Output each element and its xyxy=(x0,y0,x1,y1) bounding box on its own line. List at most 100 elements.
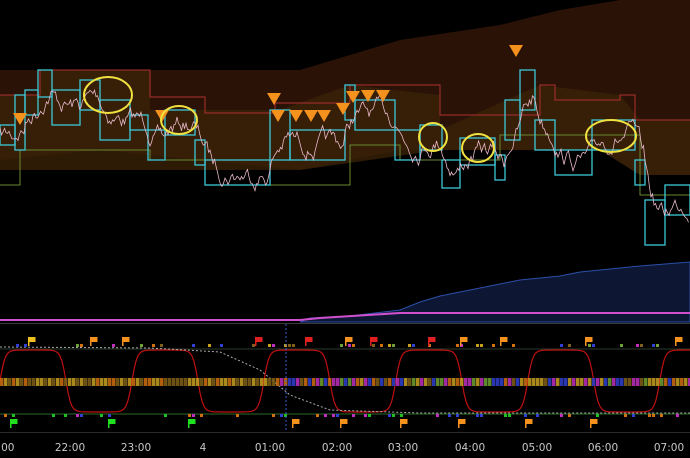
flag xyxy=(591,419,598,424)
flag xyxy=(526,419,533,424)
histogram-bar xyxy=(216,378,220,386)
flag xyxy=(306,337,313,342)
histogram-bar xyxy=(428,378,432,386)
histogram-bar xyxy=(432,378,436,386)
histogram-bar xyxy=(492,378,496,386)
range-box xyxy=(664,184,690,216)
time-label: :00 xyxy=(0,442,14,454)
flag xyxy=(429,337,436,342)
band-edge xyxy=(0,69,690,121)
histogram-bar xyxy=(0,378,4,386)
signal-marker xyxy=(289,110,303,122)
dot xyxy=(408,344,411,347)
dot xyxy=(200,414,203,417)
dot xyxy=(152,344,155,347)
histogram-bar xyxy=(444,378,448,386)
histogram-bar xyxy=(332,378,336,386)
histogram-bar xyxy=(468,378,472,386)
histogram-bar xyxy=(508,378,512,386)
histogram-bar xyxy=(200,378,204,386)
histogram-bar xyxy=(196,378,200,386)
dot xyxy=(24,344,27,347)
dot xyxy=(208,344,211,347)
histogram-bar xyxy=(360,378,364,386)
histogram-bar xyxy=(664,378,668,386)
histogram-bar xyxy=(464,378,468,386)
histogram-bar xyxy=(136,378,140,386)
dot xyxy=(324,414,327,417)
flag-pole xyxy=(400,419,402,428)
histogram-bar xyxy=(620,378,624,386)
dot xyxy=(568,414,571,417)
dot xyxy=(188,414,191,417)
histogram-bar xyxy=(156,378,160,386)
histogram-bar xyxy=(396,378,400,386)
dot xyxy=(632,414,635,417)
histogram-bar xyxy=(52,378,56,386)
histogram-bar xyxy=(480,378,484,386)
highlight-circle xyxy=(83,76,133,114)
dot xyxy=(352,344,355,347)
time-label: 01:00 xyxy=(255,442,285,454)
time-label: 05:00 xyxy=(522,442,552,454)
histogram-bar xyxy=(76,378,80,386)
dot xyxy=(272,414,275,417)
dot xyxy=(316,414,319,417)
histogram-bar xyxy=(668,378,672,386)
indicator-pane xyxy=(0,337,690,428)
histogram-bar xyxy=(32,378,36,386)
histogram-bar xyxy=(512,378,516,386)
histogram-bar xyxy=(172,378,176,386)
dot xyxy=(100,414,103,417)
dot xyxy=(656,344,659,347)
histogram-bar xyxy=(408,378,412,386)
histogram-bar xyxy=(648,378,652,386)
dot xyxy=(52,414,55,417)
dot xyxy=(624,414,627,417)
dot xyxy=(380,344,383,347)
highlight-circle xyxy=(585,119,637,153)
histogram-bar xyxy=(340,378,344,386)
histogram-bar xyxy=(296,378,300,386)
dot xyxy=(12,414,15,417)
histogram-bar xyxy=(560,378,564,386)
signal-marker xyxy=(271,110,285,122)
histogram-bar xyxy=(36,378,40,386)
range-box xyxy=(519,69,536,111)
histogram-bar xyxy=(424,378,428,386)
time-label: 03:00 xyxy=(388,442,418,454)
histogram-bar xyxy=(536,378,540,386)
dot xyxy=(480,344,483,347)
range-box xyxy=(194,139,206,166)
histogram-bar xyxy=(248,378,252,386)
histogram-bar xyxy=(88,378,92,386)
histogram-bar xyxy=(352,378,356,386)
histogram-bar xyxy=(540,378,544,386)
flag-pole xyxy=(90,337,92,346)
time-label: 02:00 xyxy=(322,442,352,454)
dot xyxy=(412,344,415,347)
flag-pole xyxy=(428,337,430,346)
histogram-bar xyxy=(244,378,248,386)
histogram-bar xyxy=(448,378,452,386)
flag-pole xyxy=(345,337,347,346)
range-box xyxy=(24,89,39,116)
dot xyxy=(560,344,563,347)
histogram-bar xyxy=(328,378,332,386)
histogram-bar xyxy=(212,378,216,386)
flag xyxy=(189,419,196,424)
dot xyxy=(476,344,479,347)
flag-pole xyxy=(460,337,462,346)
histogram-bar xyxy=(660,378,664,386)
signal-marker xyxy=(317,110,331,122)
flag-pole xyxy=(585,337,587,346)
histogram-bar xyxy=(356,378,360,386)
price-pane xyxy=(0,0,690,323)
dot xyxy=(568,344,571,347)
histogram-bar xyxy=(320,378,324,386)
dot xyxy=(348,344,351,347)
histogram-bar xyxy=(588,378,592,386)
histogram-bar xyxy=(84,378,88,386)
dot xyxy=(456,414,459,417)
